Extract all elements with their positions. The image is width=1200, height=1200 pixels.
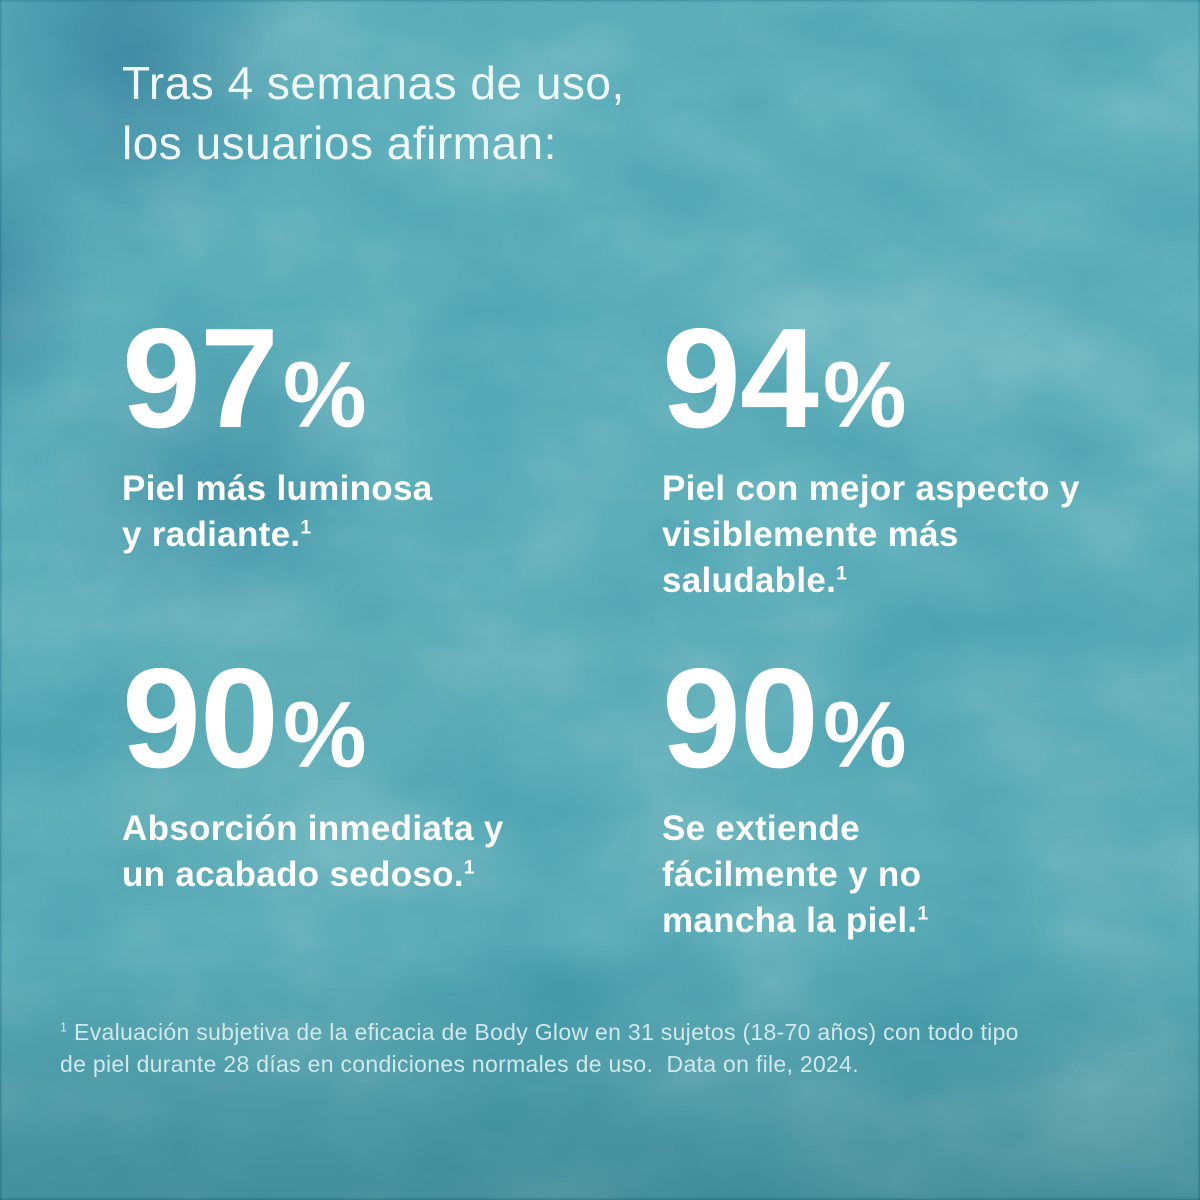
percent-sign: % xyxy=(822,682,907,787)
stat-value: 94% xyxy=(662,308,1200,450)
stat-number: 90 xyxy=(662,639,819,798)
stat-description-text: Absorción inmediata y un acabado sedoso. xyxy=(122,809,504,894)
footnote: 1 Evaluación subjetiva de la eficacia de… xyxy=(60,1016,1170,1080)
footnote-reference: 1 xyxy=(463,857,475,879)
stat-card-extiende: 90% Se extiende fácilmente y no mancha l… xyxy=(662,648,1200,944)
footnote-text: Evaluación subjetiva de la eficacia de B… xyxy=(60,1019,1019,1078)
stat-number: 90 xyxy=(122,639,279,798)
stat-description-text: Piel más luminosa y radiante. xyxy=(122,469,433,554)
stat-description: Piel más luminosa y radiante.1 xyxy=(122,466,652,558)
stat-number: 94 xyxy=(662,299,819,458)
stat-description: Se extiende fácilmente y no mancha la pi… xyxy=(662,806,1200,944)
stat-description-text: Piel con mejor aspecto y visiblemente má… xyxy=(662,469,1080,600)
stat-card-mejor-aspecto: 94% Piel con mejor aspecto y visiblement… xyxy=(662,308,1200,604)
footnote-reference: 1 xyxy=(300,517,312,539)
percent-sign: % xyxy=(282,342,367,447)
stat-value: 90% xyxy=(122,648,652,790)
footnote-reference: 1 xyxy=(836,563,848,585)
percent-sign: % xyxy=(282,682,367,787)
percent-sign: % xyxy=(822,342,907,447)
stat-description: Piel con mejor aspecto y visiblemente má… xyxy=(662,466,1200,604)
stat-description: Absorción inmediata y un acabado sedoso.… xyxy=(122,806,652,898)
stat-card-luminosa: 97% Piel más luminosa y radiante.1 xyxy=(122,308,652,558)
stat-value: 90% xyxy=(662,648,1200,790)
footnote-reference-mark: 1 xyxy=(60,1020,68,1035)
stat-number: 97 xyxy=(122,299,279,458)
footnote-reference: 1 xyxy=(917,903,929,925)
stat-card-absorcion: 90% Absorción inmediata y un acabado sed… xyxy=(122,648,652,898)
page-title: Tras 4 semanas de uso, los usuarios afir… xyxy=(122,57,625,169)
stat-description-text: Se extiende fácilmente y no mancha la pi… xyxy=(662,809,922,940)
stat-value: 97% xyxy=(122,308,652,450)
